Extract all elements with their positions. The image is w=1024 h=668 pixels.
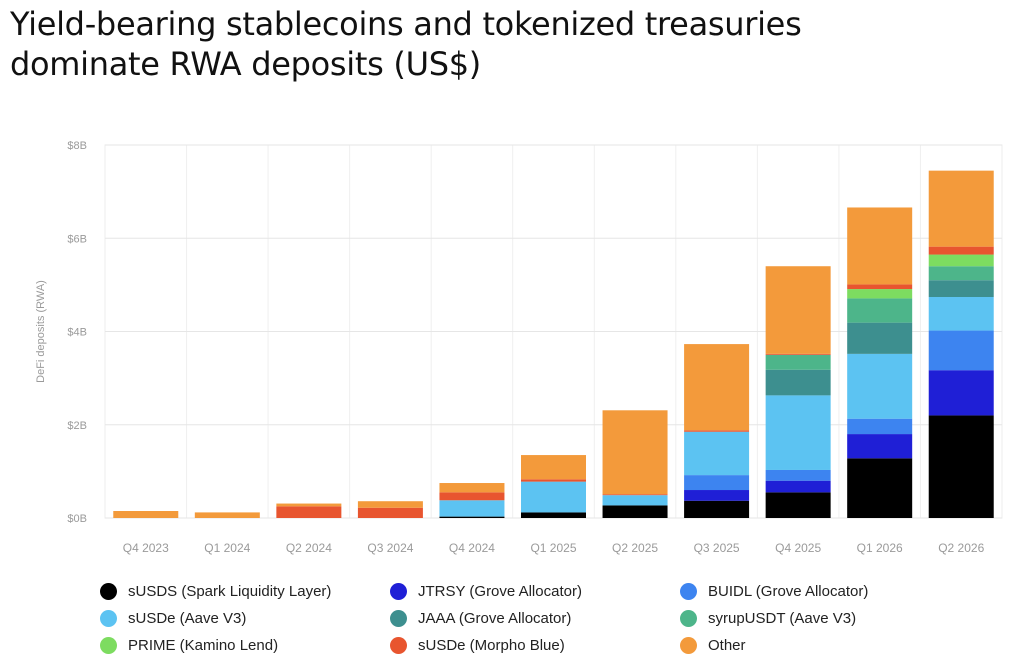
legend-swatch xyxy=(680,609,697,627)
bar-segment-8-7 xyxy=(684,344,750,431)
x-tick-label: Q3 2025 xyxy=(694,541,740,555)
legend-swatch xyxy=(390,609,407,627)
x-tick-label: Q4 2023 xyxy=(123,541,169,555)
x-tick-label: Q2 2024 xyxy=(286,541,332,555)
legend-item: PRIME (Kamino Lend) xyxy=(100,634,390,656)
bar-segment-7-3 xyxy=(357,507,423,518)
bar-segment-6-9 xyxy=(847,289,913,299)
bar-segment-5-9 xyxy=(847,298,913,323)
legend-swatch xyxy=(100,582,117,600)
stacked-bar-chart: $0B $2B $4B $6B $8B DeFi deposits (RWA) Q4 202… xyxy=(35,140,1003,555)
y-tick-label: $6B xyxy=(67,233,87,245)
legend-swatch xyxy=(680,636,697,654)
x-tick-label: Q1 2024 xyxy=(204,541,250,555)
bar-segment-8-9 xyxy=(847,207,913,285)
bar-segment-2-7 xyxy=(684,475,750,491)
x-tick-label: Q4 2025 xyxy=(775,541,821,555)
bar-segment-1-9 xyxy=(847,434,913,459)
bar-segment-3-10 xyxy=(928,296,994,331)
legend-swatch xyxy=(390,582,407,600)
bar-segment-6-10 xyxy=(928,254,994,267)
bar-segment-5-8 xyxy=(765,354,831,370)
x-tick-label: Q3 2024 xyxy=(367,541,413,555)
legend-label: syrupUSDT (Aave V3) xyxy=(708,609,857,627)
bar-segment-7-5 xyxy=(521,479,586,482)
bar-segment-8-4 xyxy=(439,483,505,493)
bar-segment-7-8 xyxy=(765,353,831,355)
legend-label: sUSDe (Aave V3) xyxy=(128,609,247,627)
bar-segment-0-4 xyxy=(439,516,505,518)
x-tick-label: Q2 2025 xyxy=(612,541,658,555)
bar-segment-8-3 xyxy=(357,501,423,508)
bar-segment-4-9 xyxy=(847,322,913,354)
bar-segment-8-2 xyxy=(276,503,342,507)
legend-label: Other xyxy=(708,636,746,654)
bar-segment-7-2 xyxy=(276,506,342,518)
y-tick-label: $4B xyxy=(67,327,87,339)
legend-item: sUSDS (Spark Liquidity Layer) xyxy=(100,580,390,602)
bar-segment-1-10 xyxy=(928,370,994,416)
legend-item: Other xyxy=(680,634,970,656)
x-tick-label: Q4 2024 xyxy=(449,541,495,555)
legend-swatch xyxy=(100,609,117,627)
legend-label: JAAA (Grove Allocator) xyxy=(418,609,572,627)
bar-segment-2-10 xyxy=(928,330,994,371)
bar-segment-5-10 xyxy=(928,266,994,281)
bar-segment-7-9 xyxy=(847,284,913,290)
bar-segment-8-0 xyxy=(113,511,179,518)
legend-item: JAAA (Grove Allocator) xyxy=(390,607,680,629)
y-tick-label: $2B xyxy=(67,420,87,432)
bar-segment-0-7 xyxy=(684,500,750,518)
x-tick-label: Q1 2026 xyxy=(857,541,903,555)
bar-segment-8-1 xyxy=(194,512,260,518)
bar-segment-1-7 xyxy=(684,490,750,501)
bar-segment-8-5 xyxy=(521,455,586,480)
bar-segment-8-10 xyxy=(928,170,994,247)
legend-label: PRIME (Kamino Lend) xyxy=(128,636,279,654)
bar-segment-1-8 xyxy=(765,480,831,493)
bar-segment-3-8 xyxy=(765,395,831,470)
x-tick-label: Q2 2026 xyxy=(938,541,984,555)
bar-segment-3-5 xyxy=(521,481,586,513)
legend-item: syrupUSDT (Aave V3) xyxy=(680,607,970,629)
legend-item: JTRSY (Grove Allocator) xyxy=(390,580,680,602)
bar-segment-3-4 xyxy=(439,500,505,517)
legend-swatch xyxy=(680,582,697,600)
bar-segment-0-6 xyxy=(602,505,668,518)
bar-segment-0-5 xyxy=(521,512,586,518)
bar-segment-4-8 xyxy=(765,369,831,396)
bar-segment-0-8 xyxy=(765,492,831,518)
chart-legend: sUSDS (Spark Liquidity Layer) JTRSY (Grov… xyxy=(100,580,980,656)
bar-segment-0-9 xyxy=(847,458,913,518)
bar-segment-2-8 xyxy=(765,469,831,481)
bar-segment-2-9 xyxy=(847,418,913,435)
bar-segment-8-8 xyxy=(765,266,831,354)
bar-segment-7-10 xyxy=(928,246,994,255)
y-tick-label: $0B xyxy=(67,513,87,525)
legend-item: sUSDe (Morpho Blue) xyxy=(390,634,680,656)
chart-title: Yield-bearing stablecoins and tokenized … xyxy=(10,4,802,84)
bar-segment-3-9 xyxy=(847,353,913,419)
bar-segment-0-10 xyxy=(928,415,994,518)
chart-title-line-2: dominate RWA deposits (US$) xyxy=(10,45,481,83)
y-tick-label: $8B xyxy=(67,140,87,152)
bar-segment-7-4 xyxy=(439,492,505,501)
legend-item: BUIDL (Grove Allocator) xyxy=(680,580,970,602)
bar-segment-3-6 xyxy=(602,495,668,506)
x-tick-label: Q1 2025 xyxy=(530,541,576,555)
bar-segment-7-7 xyxy=(684,430,750,432)
chart-title-line-1: Yield-bearing stablecoins and tokenized … xyxy=(10,5,802,43)
y-axis-label: DeFi deposits (RWA) xyxy=(35,280,47,383)
legend-label: JTRSY (Grove Allocator) xyxy=(418,582,582,600)
legend-item: sUSDe (Aave V3) xyxy=(100,607,390,629)
legend-label: sUSDe (Morpho Blue) xyxy=(418,636,565,654)
legend-swatch xyxy=(100,636,117,654)
bar-segment-3-7 xyxy=(684,431,750,476)
legend-label: BUIDL (Grove Allocator) xyxy=(708,582,869,600)
bar-segment-7-6 xyxy=(602,494,668,496)
bar-segment-4-10 xyxy=(928,280,994,297)
legend-label: sUSDS (Spark Liquidity Layer) xyxy=(128,582,332,600)
bar-segment-8-6 xyxy=(602,410,668,495)
legend-swatch xyxy=(390,636,407,654)
